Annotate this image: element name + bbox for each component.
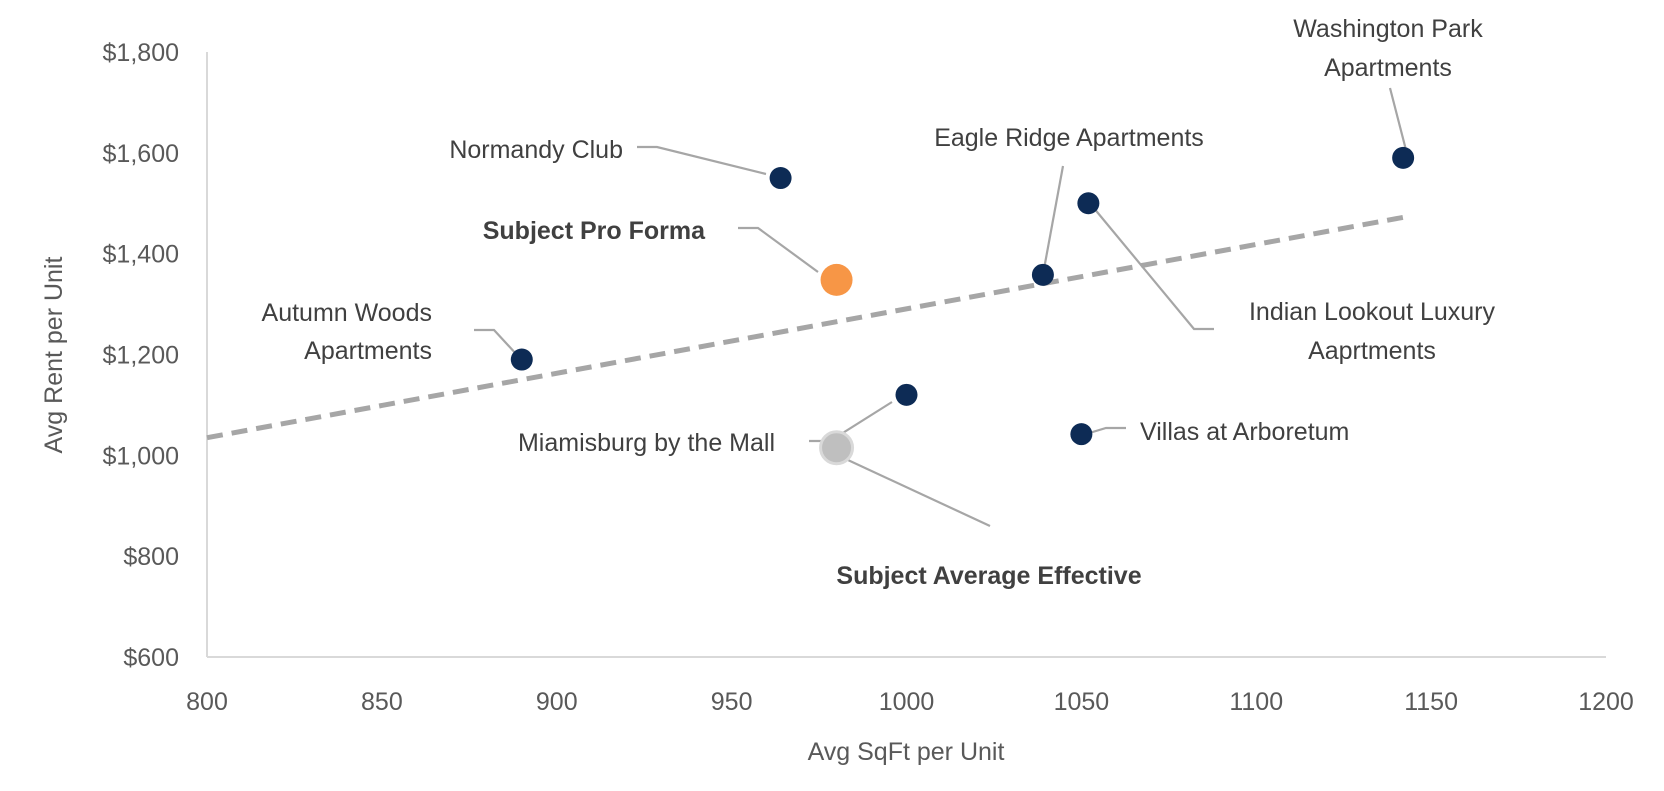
data-point bbox=[819, 430, 855, 466]
y-tick-label: $1,000 bbox=[103, 442, 179, 470]
data-point bbox=[1031, 263, 1054, 286]
y-tick-label: $1,800 bbox=[103, 39, 179, 67]
x-tick-label: 1050 bbox=[1054, 688, 1110, 716]
trendline-dashed bbox=[206, 214, 1404, 441]
axes bbox=[206, 52, 1606, 658]
data-label: Indian Lookout Luxury bbox=[1249, 298, 1496, 326]
leader-line bbox=[474, 328, 519, 357]
data-point bbox=[820, 263, 853, 296]
data-label: Washington Park bbox=[1293, 15, 1483, 43]
y-tick-label: $1,400 bbox=[103, 241, 179, 269]
data-point bbox=[895, 383, 918, 406]
leader-line bbox=[834, 453, 991, 527]
data-label: Subject Pro Forma bbox=[483, 217, 706, 245]
data-label: Villas at Arboretum bbox=[1140, 418, 1349, 446]
data-label: Eagle Ridge Apartments bbox=[934, 124, 1204, 152]
y-tick-label: $1,600 bbox=[103, 140, 179, 168]
leader-line bbox=[738, 226, 819, 273]
x-tick-labels: 800 850 900 950 1000 1050 1100 1150 1200 bbox=[186, 688, 1634, 716]
x-tick-label: 1200 bbox=[1578, 688, 1634, 716]
trendline bbox=[206, 214, 1404, 441]
leader-line bbox=[1087, 200, 1214, 331]
data-label: Normandy Club bbox=[449, 136, 623, 164]
leader-line bbox=[637, 145, 767, 176]
y-tick-labels: $600 $800 $1,000 $1,200 $1,400 $1,600 $1,800 bbox=[103, 39, 179, 672]
x-tick-label: 1000 bbox=[879, 688, 935, 716]
data-point bbox=[510, 348, 533, 371]
data-point bbox=[1077, 192, 1100, 215]
x-tick-label: 800 bbox=[186, 688, 228, 716]
x-tick-label: 950 bbox=[711, 688, 753, 716]
leader-line bbox=[809, 401, 893, 443]
data-label: Subject Average Effective bbox=[836, 562, 1141, 590]
data-points bbox=[510, 146, 1415, 466]
leader-line bbox=[1085, 426, 1126, 436]
data-label: Apartments bbox=[304, 337, 432, 365]
x-tick-label: 850 bbox=[361, 688, 403, 716]
y-tick-label: $1,200 bbox=[103, 342, 179, 370]
y-tick-label: $600 bbox=[123, 644, 179, 672]
y-tick-label: $800 bbox=[123, 543, 179, 571]
leader-line bbox=[1388, 87, 1408, 151]
data-label: Apartments bbox=[1324, 54, 1452, 82]
x-tick-label: 1100 bbox=[1229, 688, 1283, 716]
data-label: Aaprtments bbox=[1308, 337, 1436, 365]
data-label: Miamisburg by the Mall bbox=[518, 429, 775, 457]
y-axis-title: Avg Rent per Unit bbox=[40, 257, 68, 454]
data-labels: Washington Park Apartments Normandy Club Ea… bbox=[262, 15, 1496, 590]
x-tick-label: 900 bbox=[536, 688, 578, 716]
data-point bbox=[1392, 146, 1415, 169]
data-point bbox=[1070, 423, 1093, 446]
x-tick-label: 1150 bbox=[1404, 688, 1458, 716]
x-axis-title: Avg SqFt per Unit bbox=[808, 738, 1005, 766]
data-label: Autumn Woods bbox=[262, 299, 432, 327]
data-point bbox=[769, 167, 792, 190]
leader-line bbox=[1042, 165, 1065, 270]
